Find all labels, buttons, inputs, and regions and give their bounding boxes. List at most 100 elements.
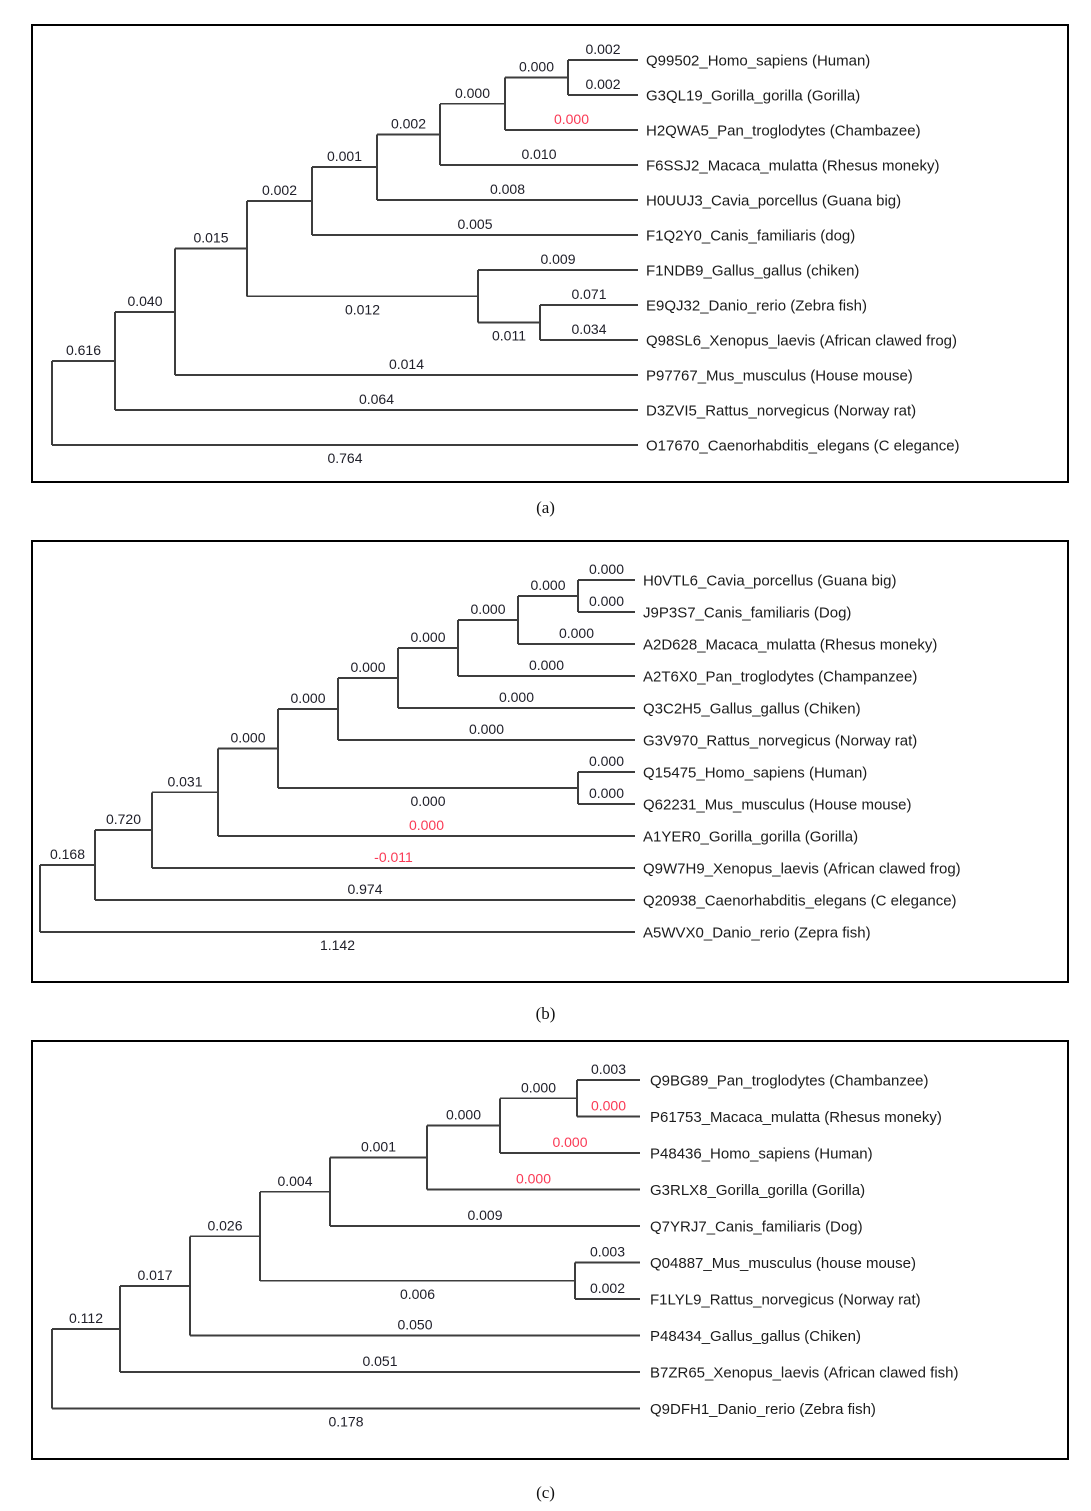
branch-length-label: 0.000: [530, 577, 565, 593]
branch-length-label: 0.764: [327, 450, 362, 466]
branch-length-label: 0.050: [397, 1317, 432, 1333]
taxon-label: Q04887_Mus_musculus (house mouse): [650, 1255, 916, 1272]
branch-length-label: 0.002: [585, 41, 620, 57]
branch-length-label: 0.168: [50, 846, 85, 862]
branch-length-label: 0.009: [467, 1207, 502, 1223]
branch-length-label: 0.720: [106, 811, 141, 827]
branch-length-label: 0.026: [207, 1217, 242, 1233]
branch-length-label: 0.000: [529, 657, 564, 673]
branch-length-label: 0.000: [589, 785, 624, 801]
branch-length-label: 0.002: [262, 182, 297, 198]
panel-c-caption: (c): [536, 1483, 555, 1502]
branch-length-label: 0.000: [521, 1079, 556, 1095]
taxon-label: G3QL19_Gorilla_gorilla (Gorilla): [646, 88, 860, 105]
branch-length-label: 0.040: [127, 293, 162, 309]
branch-length-label: 1.142: [320, 937, 355, 953]
branch-length-label: 0.001: [327, 148, 362, 164]
branch-length-label: 0.000: [516, 1171, 551, 1187]
branch-length-label: 0.071: [571, 286, 606, 302]
taxon-label: B7ZR65_Xenopus_laevis (African clawed fi…: [650, 1365, 959, 1382]
branch-length-label: 0.000: [589, 561, 624, 577]
panel-b-tree-box: [31, 540, 1069, 983]
taxon-label: J9P3S7_Canis_familiaris (Dog): [643, 605, 851, 622]
panel-b-caption: (b): [535, 1004, 556, 1023]
branch-length-label: 0.000: [559, 625, 594, 641]
branch-length-label: 0.064: [359, 391, 394, 407]
panel-c-tree-box: [31, 1040, 1069, 1460]
taxon-label: A1YER0_Gorilla_gorilla (Gorilla): [643, 829, 858, 846]
taxon-label: A2T6X0_Pan_troglodytes (Champanzee): [643, 669, 917, 686]
branch-length-label: 0.000: [519, 59, 554, 75]
taxon-label: Q99502_Homo_sapiens (Human): [646, 53, 870, 70]
taxon-label: A2D628_Macaca_mulatta (Rhesus moneky): [643, 637, 937, 654]
taxon-label: P48436_Homo_sapiens (Human): [650, 1146, 873, 1163]
taxon-label: H0VTL6_Cavia_porcellus (Guana big): [643, 573, 896, 590]
branch-length-label: 0.014: [389, 356, 424, 372]
panel-a-tree-box: [31, 24, 1069, 483]
branch-length-label: 0.000: [350, 659, 385, 675]
branch-length-label: 0.000: [409, 817, 444, 833]
branch-length-label: 0.015: [193, 230, 228, 246]
branch-length-label: 0.034: [571, 321, 606, 337]
branch-length-label: 0.000: [410, 793, 445, 809]
branch-length-label: 0.974: [347, 881, 382, 897]
branch-length-label: 0.002: [585, 76, 620, 92]
taxon-label: Q9DFH1_Danio_rerio (Zebra fish): [650, 1401, 876, 1418]
taxon-label: A5WVX0_Danio_rerio (Zepra fish): [643, 925, 871, 942]
taxon-label: Q9W7H9_Xenopus_laevis (African clawed fr…: [643, 861, 961, 878]
taxon-label: Q98SL6_Xenopus_laevis (African clawed fr…: [646, 333, 957, 350]
branch-length-label: 0.000: [410, 629, 445, 645]
branch-length-label: 0.000: [469, 721, 504, 737]
taxon-label: Q7YRJ7_Canis_familiaris (Dog): [650, 1219, 863, 1236]
branch-length-label: 0.003: [590, 1244, 625, 1260]
branch-length-label: 0.000: [591, 1098, 626, 1114]
branch-length-label: 0.031: [167, 773, 202, 789]
branch-length-label: 0.000: [554, 111, 589, 127]
branch-length-label: 0.012: [345, 301, 380, 317]
branch-length-label: 0.005: [457, 216, 492, 232]
branch-length-label: 0.000: [230, 730, 265, 746]
branch-length-label: 0.112: [69, 1310, 103, 1326]
branch-length-label: 0.000: [455, 85, 490, 101]
branch-length-label: 0.000: [499, 689, 534, 705]
branch-length-label: 0.008: [490, 181, 525, 197]
taxon-label: E9QJ32_Danio_rerio (Zebra fish): [646, 298, 867, 315]
branch-length-label: 0.000: [446, 1107, 481, 1123]
taxon-label: F1LYL9_Rattus_norvegicus (Norway rat): [650, 1292, 921, 1309]
branch-length-label: 0.001: [361, 1139, 396, 1155]
taxon-label: G3RLX8_Gorilla_gorilla (Gorilla): [650, 1182, 865, 1199]
branch-length-label: 0.000: [589, 753, 624, 769]
taxon-label: F1Q2Y0_Canis_familiaris (dog): [646, 228, 855, 245]
branch-length-label: 0.000: [552, 1134, 587, 1150]
taxon-label: Q3C2H5_Gallus_gallus (Chiken): [643, 701, 861, 718]
taxon-label: P61753_Macaca_mulatta (Rhesus moneky): [650, 1109, 942, 1126]
taxon-label: G3V970_Rattus_norvegicus (Norway rat): [643, 733, 917, 750]
taxon-label: Q15475_Homo_sapiens (Human): [643, 765, 867, 782]
branch-length-label: 0.051: [362, 1353, 397, 1369]
taxon-label: H0UUJ3_Cavia_porcellus (Guana big): [646, 193, 901, 210]
branch-length-label: 0.000: [290, 690, 325, 706]
taxon-label: Q62231_Mus_musculus (House mouse): [643, 797, 911, 814]
taxon-label: O17670_Caenorhabditis_elegans (C eleganc…: [646, 438, 960, 455]
branch-length-label: 0.002: [590, 1280, 625, 1296]
branch-length-label: 0.010: [521, 146, 556, 162]
branch-length-label: 0.004: [277, 1173, 312, 1189]
branch-length-label: 0.011: [492, 328, 526, 344]
branch-length-label: 0.009: [540, 251, 575, 267]
taxon-label: P97767_Mus_musculus (House mouse): [646, 368, 913, 385]
taxon-label: Q9BG89_Pan_troglodytes (Chambanzee): [650, 1073, 929, 1090]
taxon-label: H2QWA5_Pan_troglodytes (Chambazee): [646, 123, 921, 140]
branch-length-label: 0.006: [400, 1286, 435, 1302]
panel-a-caption: (a): [536, 498, 555, 517]
taxon-label: F1NDB9_Gallus_gallus (chiken): [646, 263, 859, 280]
branch-length-label: 0.178: [328, 1414, 363, 1430]
taxon-label: F6SSJ2_Macaca_mulatta (Rhesus moneky): [646, 158, 939, 175]
taxon-label: P48434_Gallus_gallus (Chiken): [650, 1328, 861, 1345]
branch-length-label: 0.616: [66, 342, 101, 358]
taxon-label: Q20938_Caenorhabditis_elegans (C eleganc…: [643, 893, 957, 910]
branch-length-label: 0.003: [591, 1061, 626, 1077]
taxon-label: D3ZVI5_Rattus_norvegicus (Norway rat): [646, 403, 916, 420]
branch-length-label: -0.011: [374, 849, 413, 865]
